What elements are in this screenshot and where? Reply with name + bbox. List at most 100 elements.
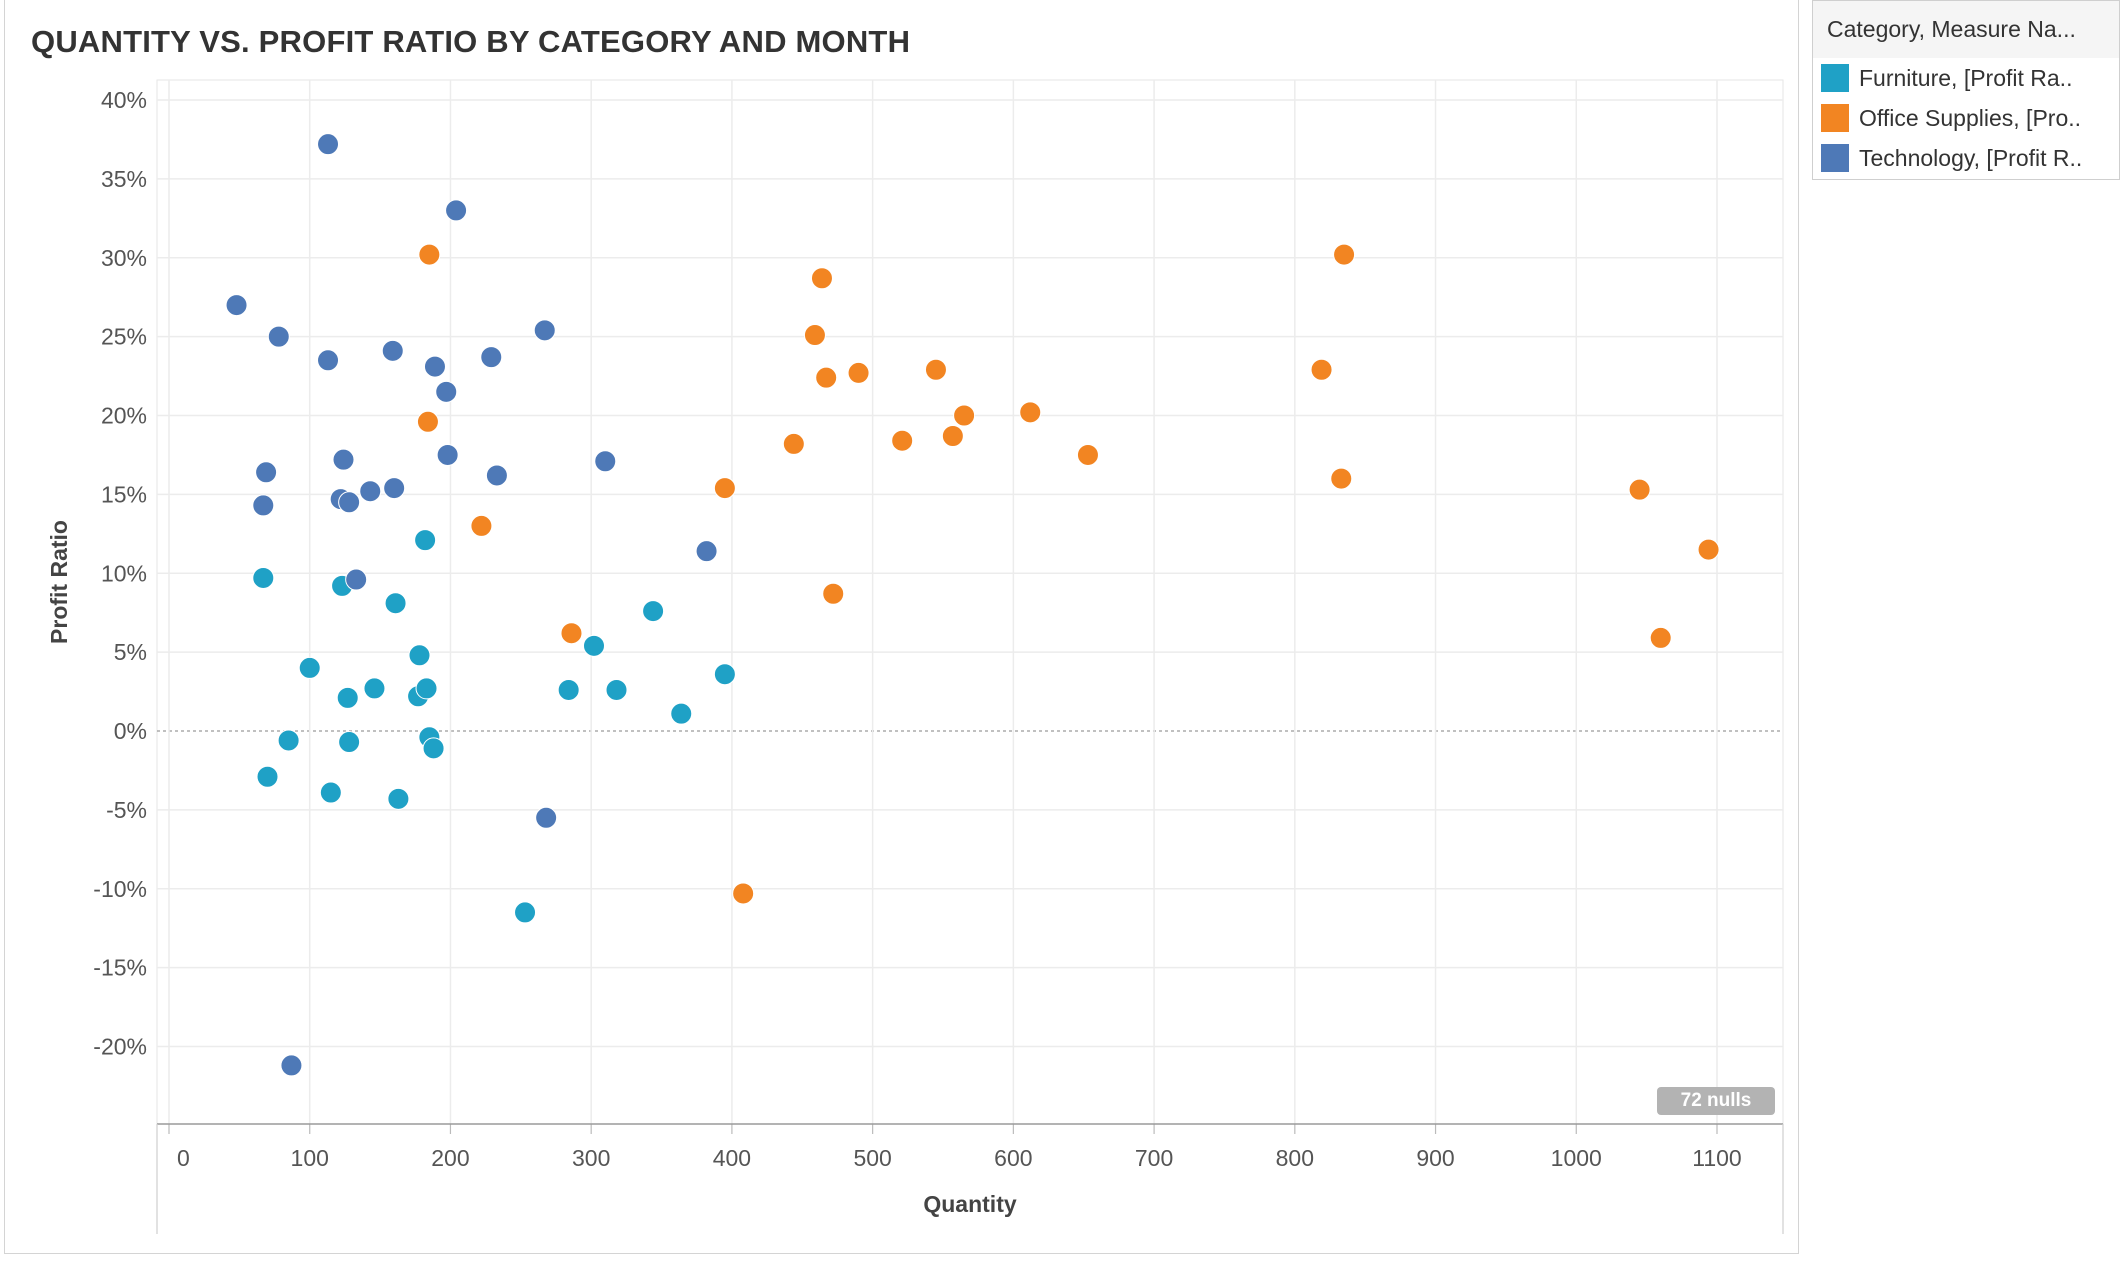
data-point-office-supplies[interactable]: [815, 366, 838, 389]
data-point-technology[interactable]: [338, 491, 361, 514]
x-tick-label: 400: [713, 1145, 751, 1171]
x-tick-label: 200: [431, 1145, 469, 1171]
x-tick-label: 600: [994, 1145, 1032, 1171]
y-tick-label: 5%: [114, 639, 147, 665]
data-point-furniture[interactable]: [422, 737, 445, 760]
data-point-office-supplies[interactable]: [1697, 538, 1720, 561]
data-point-office-supplies[interactable]: [560, 622, 583, 645]
data-point-office-supplies[interactable]: [1076, 443, 1099, 466]
data-point-technology[interactable]: [436, 443, 459, 466]
data-point-technology[interactable]: [535, 806, 558, 829]
x-tick-label: 0: [177, 1145, 190, 1171]
data-point-furniture[interactable]: [384, 592, 407, 615]
data-point-office-supplies[interactable]: [713, 477, 736, 500]
data-point-office-supplies[interactable]: [470, 514, 493, 537]
y-tick-label: 0%: [114, 718, 147, 744]
x-tick-label: 800: [1276, 1145, 1314, 1171]
data-point-technology[interactable]: [423, 355, 446, 378]
data-point-technology[interactable]: [267, 325, 290, 348]
data-point-technology[interactable]: [359, 480, 382, 503]
y-tick-label: 40%: [101, 87, 147, 113]
y-tick-label: 20%: [101, 403, 147, 429]
data-point-furniture[interactable]: [363, 677, 386, 700]
x-tick-label: 900: [1416, 1145, 1454, 1171]
data-point-furniture[interactable]: [642, 600, 665, 623]
legend-title[interactable]: Category, Measure Na...: [1813, 1, 2119, 58]
data-point-technology[interactable]: [445, 199, 468, 222]
legend-item-office-supplies[interactable]: Office Supplies, [Pro..: [1813, 98, 2119, 138]
data-point-furniture[interactable]: [336, 686, 359, 709]
data-point-furniture[interactable]: [415, 677, 438, 700]
chart-title: QUANTITY VS. PROFIT RATIO BY CATEGORY AN…: [31, 24, 911, 59]
data-point-office-supplies[interactable]: [1333, 243, 1356, 266]
legend-item-technology[interactable]: Technology, [Profit R..: [1813, 138, 2119, 178]
data-point-office-supplies[interactable]: [803, 324, 826, 347]
data-point-furniture[interactable]: [408, 644, 431, 667]
data-points: [225, 133, 1720, 1077]
data-point-office-supplies[interactable]: [782, 432, 805, 455]
data-point-technology[interactable]: [252, 494, 275, 517]
data-point-technology[interactable]: [317, 133, 340, 156]
data-point-furniture[interactable]: [319, 781, 342, 804]
y-tick-label: 25%: [101, 324, 147, 350]
data-point-furniture[interactable]: [605, 678, 628, 701]
data-point-office-supplies[interactable]: [953, 404, 976, 427]
data-point-furniture[interactable]: [414, 529, 437, 552]
data-point-furniture[interactable]: [713, 663, 736, 686]
y-tick-label: 10%: [101, 560, 147, 586]
data-point-office-supplies[interactable]: [1628, 478, 1651, 501]
x-tick-label: 1100: [1692, 1145, 1741, 1171]
legend-item-furniture[interactable]: Furniture, [Profit Ra..: [1813, 58, 2119, 98]
data-point-furniture[interactable]: [514, 901, 537, 924]
data-point-furniture[interactable]: [338, 731, 361, 754]
data-point-technology[interactable]: [435, 380, 458, 403]
legend-panel: Category, Measure Na... Furniture, [Prof…: [1812, 0, 2120, 180]
data-point-office-supplies[interactable]: [1330, 467, 1353, 490]
data-point-technology[interactable]: [332, 448, 355, 471]
y-tick-label: 15%: [101, 481, 147, 507]
data-point-office-supplies[interactable]: [891, 429, 914, 452]
nulls-indicator-badge[interactable]: 72 nulls: [1657, 1087, 1775, 1115]
data-point-technology[interactable]: [381, 339, 404, 362]
data-point-technology[interactable]: [695, 540, 718, 563]
data-point-technology[interactable]: [255, 461, 278, 484]
data-point-technology[interactable]: [225, 294, 248, 317]
data-point-furniture[interactable]: [387, 787, 410, 810]
y-tick-label: 35%: [101, 166, 147, 192]
legend-swatch-office-supplies: [1821, 104, 1849, 132]
data-point-office-supplies[interactable]: [418, 243, 441, 266]
data-point-technology[interactable]: [317, 349, 340, 372]
legend-label-technology: Technology, [Profit R..: [1859, 145, 2083, 171]
legend-swatch-technology: [1821, 144, 1849, 172]
x-tick-label: 500: [853, 1145, 891, 1171]
data-point-office-supplies[interactable]: [822, 582, 845, 605]
data-point-technology[interactable]: [480, 346, 503, 369]
data-point-office-supplies[interactable]: [1310, 358, 1333, 381]
worksheet-panel: 40% 35% 30% 25% 20% 15% 10% 5% 0% -5% -10% -15% -20%…: [4, 0, 1799, 1254]
data-point-office-supplies[interactable]: [924, 358, 947, 381]
x-axis-title: Quantity: [923, 1191, 1016, 1217]
data-point-furniture[interactable]: [252, 566, 275, 589]
data-point-furniture[interactable]: [298, 656, 321, 679]
data-point-office-supplies[interactable]: [732, 882, 755, 905]
gridlines: [156, 79, 1784, 1125]
data-point-technology[interactable]: [280, 1054, 303, 1077]
data-point-furniture[interactable]: [277, 729, 300, 752]
data-point-office-supplies[interactable]: [941, 425, 964, 448]
data-point-furniture[interactable]: [670, 702, 693, 725]
data-point-technology[interactable]: [383, 477, 406, 500]
data-point-technology[interactable]: [345, 568, 368, 591]
data-point-office-supplies[interactable]: [810, 267, 833, 290]
legend-swatch-furniture: [1821, 64, 1849, 92]
y-tick-label: -5%: [106, 797, 147, 823]
data-point-office-supplies[interactable]: [416, 410, 439, 433]
data-point-technology[interactable]: [594, 450, 617, 473]
data-point-furniture[interactable]: [256, 765, 279, 788]
data-point-office-supplies[interactable]: [1019, 401, 1042, 424]
data-point-technology[interactable]: [485, 464, 508, 487]
data-point-technology[interactable]: [533, 319, 556, 342]
data-point-furniture[interactable]: [582, 634, 605, 657]
data-point-office-supplies[interactable]: [1649, 626, 1672, 649]
data-point-office-supplies[interactable]: [847, 361, 870, 384]
data-point-furniture[interactable]: [557, 678, 580, 701]
